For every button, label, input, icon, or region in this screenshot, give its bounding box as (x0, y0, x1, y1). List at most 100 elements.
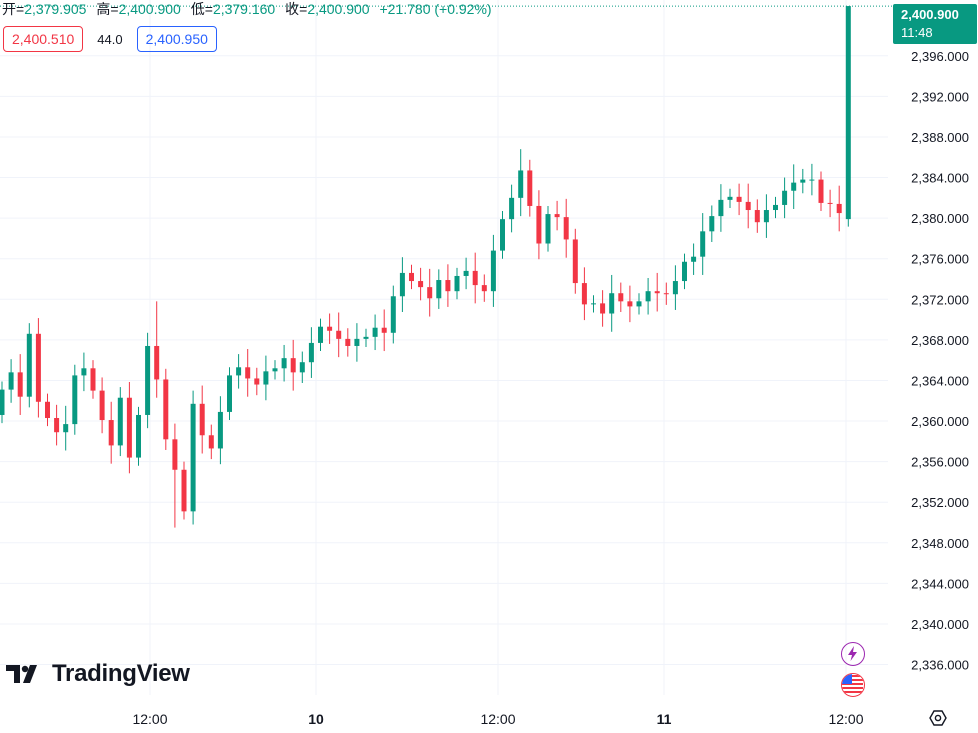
candle-body (754, 210, 760, 223)
candle-body (281, 358, 287, 369)
candle-body (554, 214, 560, 218)
y-tick-label: 2,388.000 (911, 130, 969, 145)
x-tick-label: 12:00 (480, 711, 515, 727)
candle-body (800, 179, 806, 183)
candle-body (809, 179, 815, 181)
candle-body (618, 293, 624, 302)
lightning-bolt-icon[interactable] (841, 642, 865, 666)
buy-button[interactable]: 2,400.950 (136, 26, 217, 52)
candle-body (536, 205, 542, 244)
high-label: 高= (96, 1, 119, 17)
candle-body (736, 196, 742, 202)
candle-body (145, 345, 151, 415)
candle-body (745, 201, 751, 211)
candle-body (108, 420, 114, 446)
x-tick-label: 11 (657, 711, 672, 727)
candle-body (818, 179, 824, 203)
candle-body (336, 330, 342, 339)
sell-button[interactable]: 2,400.510 (3, 26, 84, 52)
candle-body (154, 345, 160, 380)
y-tick-label: 2,392.000 (911, 89, 969, 104)
open-label: 开= (2, 1, 25, 17)
candle-body (636, 301, 642, 307)
candle-body (54, 418, 60, 433)
candle-body (472, 270, 478, 286)
candle-body (126, 397, 132, 458)
candle-body (481, 285, 487, 292)
candle-body (35, 333, 41, 402)
candle-body (782, 190, 788, 205)
y-tick-label: 2,380.000 (911, 211, 969, 226)
candle-body (654, 291, 660, 294)
candle-body (418, 281, 424, 288)
candle-body (463, 270, 469, 276)
candle-body (609, 293, 615, 314)
candle-body (17, 372, 23, 397)
candle-body (663, 293, 669, 295)
candle-body (563, 217, 569, 240)
candle-body (90, 368, 96, 391)
candle-body (372, 327, 378, 337)
candle-body (163, 379, 169, 440)
candle-body (727, 196, 733, 200)
candle-body (190, 403, 196, 512)
candle-body (591, 303, 596, 305)
y-tick-label: 2,360.000 (911, 414, 969, 429)
candle-body (263, 371, 269, 385)
tradingview-logo-icon (6, 665, 37, 683)
candle-body (290, 358, 296, 373)
y-tick-label: 2,368.000 (911, 333, 969, 348)
y-tick-label: 2,376.000 (911, 252, 969, 267)
candle-body (773, 204, 778, 211)
candle-body (354, 338, 360, 346)
y-tick-label: 2,372.000 (911, 292, 969, 307)
candle-body (99, 390, 105, 421)
candle-body (500, 219, 505, 251)
gear-icon[interactable] (929, 709, 947, 727)
candle-body (236, 367, 242, 376)
candle-body (682, 261, 687, 282)
candle-body (845, 6, 851, 220)
candle-body (327, 326, 333, 331)
y-tick-label: 2,344.000 (911, 576, 969, 591)
candle-body (627, 301, 633, 307)
time-axis: 12:00 10 12:00 11 12:00 (132, 711, 863, 727)
candle-body (136, 414, 141, 458)
low-value: 2,379.160 (212, 1, 276, 17)
candle-body (691, 256, 697, 262)
candle-body (26, 333, 32, 397)
candle-body (399, 272, 405, 297)
y-tick-label: 2,352.000 (911, 495, 969, 510)
y-tick-label: 2,384.000 (911, 171, 969, 186)
us-flag-icon[interactable] (841, 673, 865, 697)
y-tick-label: 2,364.000 (911, 373, 969, 388)
candle-body (436, 280, 442, 299)
candle-body (181, 469, 187, 512)
candle-body (409, 272, 414, 282)
candle-body (791, 182, 797, 191)
candle-body (81, 368, 87, 376)
candle-body (8, 372, 14, 390)
candle-body (581, 283, 587, 305)
last-price-time: 11:48 (901, 25, 933, 40)
close-label: 收= (285, 1, 308, 17)
candle-body (645, 291, 651, 302)
candle-body (299, 362, 305, 373)
candle-body (718, 199, 724, 217)
tradingview-logo[interactable]: TradingView (6, 660, 190, 688)
close-value: 2,400.900 (307, 1, 370, 17)
candle-body (318, 326, 323, 343)
last-price-tag: 2,400.900 11:48 (893, 4, 977, 44)
candle-body (836, 203, 842, 214)
candle-body (172, 439, 178, 470)
candle-body (381, 327, 387, 333)
last-price-value: 2,400.900 (901, 7, 959, 22)
candle-body (72, 375, 78, 425)
candle-body (709, 216, 715, 232)
candle-body (490, 250, 496, 292)
x-tick-label: 12:00 (828, 711, 863, 727)
candle-body (672, 281, 678, 295)
candle-body (308, 342, 314, 363)
candle-body (427, 287, 433, 299)
